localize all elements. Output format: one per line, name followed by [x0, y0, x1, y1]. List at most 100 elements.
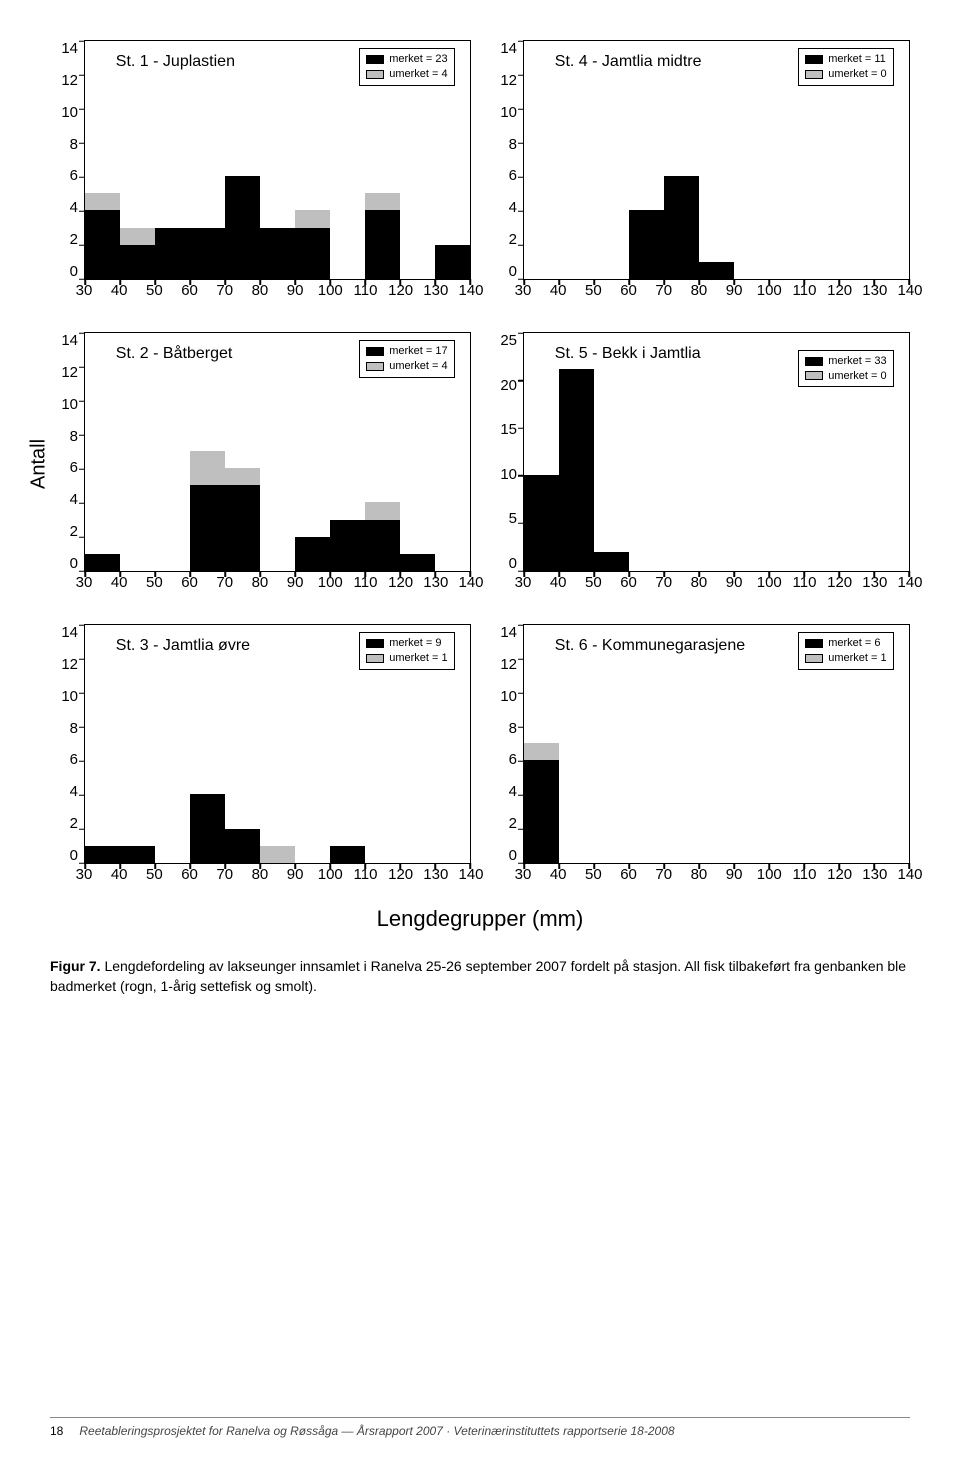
x-tick: 90 [287, 866, 304, 883]
figure-caption-text: Lengdefordeling av lakseunger innsamlet … [50, 958, 906, 994]
legend-label-merket: merket = 17 [389, 344, 447, 359]
x-tick: 50 [146, 574, 163, 591]
x-tick: 80 [252, 866, 269, 883]
x-tick: 110 [792, 574, 816, 591]
y-tick: 6 [70, 459, 78, 476]
legend-swatch-merket [805, 357, 823, 366]
y-tick: 6 [70, 751, 78, 768]
legend-label-umerket: umerket = 4 [389, 67, 447, 82]
legend-label-merket: merket = 6 [828, 636, 880, 651]
x-tick: 40 [111, 574, 128, 591]
legend-label-umerket: umerket = 1 [389, 651, 447, 666]
x-tick: 100 [318, 866, 343, 883]
y-tick: 2 [70, 231, 78, 248]
x-tick: 40 [550, 866, 567, 883]
x-tick: 120 [388, 574, 413, 591]
legend-swatch-umerket [805, 70, 823, 79]
legend-label-umerket: umerket = 1 [828, 651, 886, 666]
y-tick: 15 [500, 421, 517, 438]
y-axis-global-label: Antall [28, 439, 51, 489]
x-tick: 80 [252, 574, 269, 591]
x-tick: 120 [827, 282, 852, 299]
histogram-bar [295, 537, 330, 571]
histogram-bar [664, 176, 699, 279]
y-tick: 6 [509, 167, 517, 184]
histogram-bar [559, 369, 594, 571]
x-axis-title: Lengdegrupper (mm) [50, 906, 910, 932]
legend-box: merket = 9umerket = 1 [359, 632, 454, 670]
histogram-bar [225, 468, 260, 571]
legend-swatch-umerket [805, 371, 823, 380]
y-tick: 0 [70, 263, 78, 280]
y-tick: 10 [500, 104, 517, 121]
y-tick: 2 [70, 523, 78, 540]
x-tick: 130 [862, 574, 887, 591]
histogram-bar [524, 743, 559, 863]
x-tick: 30 [76, 574, 93, 591]
y-tick: 4 [509, 783, 517, 800]
legend-box: merket = 11umerket = 0 [798, 48, 893, 86]
y-tick: 5 [509, 510, 517, 527]
y-tick: 14 [61, 332, 78, 349]
y-tick: 12 [61, 656, 78, 673]
y-tick: 4 [509, 199, 517, 216]
legend-swatch-umerket [366, 362, 384, 371]
x-tick: 60 [620, 574, 637, 591]
y-tick: 0 [509, 263, 517, 280]
x-tick: 120 [388, 866, 413, 883]
figure-caption: Figur 7. Lengdefordeling av lakseunger i… [50, 956, 910, 997]
legend-box: merket = 6umerket = 1 [798, 632, 893, 670]
histogram-bar [225, 829, 260, 863]
x-tick: 40 [550, 574, 567, 591]
x-tick: 100 [757, 866, 782, 883]
legend-box: merket = 17umerket = 4 [359, 340, 454, 378]
legend-swatch-umerket [805, 654, 823, 663]
chart-panel: 02468101214St. 6 - Kommunegarasjenemerke… [489, 624, 910, 888]
y-tick: 20 [500, 377, 517, 394]
y-tick: 10 [500, 466, 517, 483]
page-footer: 18 Reetableringsprosjektet for Ranelva o… [50, 1417, 910, 1438]
x-tick: 100 [757, 574, 782, 591]
legend-label-merket: merket = 23 [389, 52, 447, 67]
x-tick: 90 [726, 574, 743, 591]
y-tick: 6 [509, 751, 517, 768]
y-tick: 14 [61, 624, 78, 641]
panel-title: St. 4 - Jamtlia midtre [555, 53, 702, 71]
panel-title: St. 5 - Bekk i Jamtlia [555, 345, 701, 363]
histogram-bar [190, 228, 225, 279]
legend-label-umerket: umerket = 0 [828, 67, 886, 82]
x-tick: 50 [585, 574, 602, 591]
y-tick: 8 [70, 136, 78, 153]
x-tick-labels: 30405060708090100110120130140 [50, 574, 471, 596]
x-tick: 100 [757, 282, 782, 299]
panel-title: St. 2 - Båtberget [116, 345, 233, 363]
x-tick: 140 [897, 282, 922, 299]
y-tick: 8 [509, 720, 517, 737]
panel-title: St. 1 - Juplastien [116, 53, 235, 71]
figure-caption-label: Figur 7. [50, 958, 101, 974]
legend-label-merket: merket = 33 [828, 354, 886, 369]
plot-area: St. 2 - Båtberget merket = 17umerket = 4 [84, 332, 471, 572]
legend-box: merket = 23umerket = 4 [359, 48, 454, 86]
histogram-bar [699, 262, 734, 279]
y-tick: 8 [70, 720, 78, 737]
histogram-bar [295, 210, 330, 279]
legend-box: merket = 33umerket = 0 [798, 350, 893, 388]
x-tick: 50 [146, 282, 163, 299]
plot-area: St. 3 - Jamtlia øvremerket = 9umerket = … [84, 624, 471, 864]
legend-swatch-merket [366, 639, 384, 648]
x-tick: 90 [726, 282, 743, 299]
chart-panel: 0510152025St. 5 - Bekk i Jamtliamerket =… [489, 332, 910, 596]
y-tick: 12 [500, 72, 517, 89]
x-tick: 140 [897, 574, 922, 591]
x-tick: 120 [388, 282, 413, 299]
y-tick: 2 [70, 815, 78, 832]
charts-grid: Antall 02468101214St. 1 - Juplastienmerk… [50, 40, 910, 888]
histogram-bar [629, 210, 664, 279]
y-tick: 4 [70, 199, 78, 216]
y-tick: 12 [500, 656, 517, 673]
y-tick: 2 [509, 815, 517, 832]
x-tick: 60 [181, 282, 198, 299]
x-tick: 80 [252, 282, 269, 299]
chart-panel: 02468101214St. 4 - Jamtlia midtremerket … [489, 40, 910, 304]
